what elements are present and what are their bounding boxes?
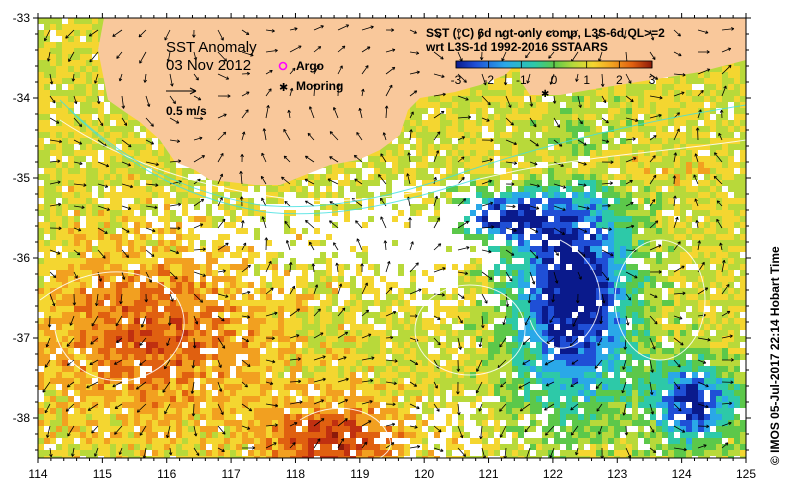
x-tick-label: 123 (607, 467, 627, 481)
y-tick-label: -36 (13, 251, 31, 265)
y-tick-label: -37 (13, 331, 31, 345)
x-tick-label: 125 (736, 467, 756, 481)
x-tick-label: 119 (350, 467, 369, 481)
land-mass (98, 18, 520, 185)
y-tick-label: -35 (13, 171, 31, 185)
map-legend: Argo ✱ Mooring (278, 59, 343, 94)
credit-text: © IMOS 05-Jul-2017 22:14 Hobart Time (768, 246, 782, 465)
surface-current-vectors (42, 24, 735, 458)
x-tick-label: 121 (479, 467, 499, 481)
colorbar-tick-label: 1 (583, 73, 590, 87)
x-tick-label: 120 (414, 467, 434, 481)
x-tick-label: 116 (157, 467, 176, 481)
mooring-site-icon: ✱ (541, 89, 549, 100)
colorbar-tick-label: 0 (551, 73, 558, 87)
colorbar: -3 -2 -1 0 1 2 3 (451, 60, 656, 87)
mooring-marker-icon: ✱ (279, 81, 288, 94)
x-tick-label: 118 (286, 467, 305, 481)
y-axis: -33-34-35-36-37-38 (13, 11, 751, 451)
argo-legend-label: Argo (296, 59, 324, 73)
product-description-line2: wrt L3S-1d 1992-2016 SSTAARS (425, 40, 608, 54)
vector-scale: 0.5 m/s (166, 87, 207, 118)
x-axis: 114 115 116 117 118 119 120 121 122 123 124 125 (28, 13, 756, 481)
mooring-legend-label: Mooring (296, 79, 343, 93)
colorbar-tick-label: -2 (483, 73, 494, 87)
y-tick-label: -38 (13, 411, 31, 425)
plot-frame (37, 17, 747, 459)
colorbar-tick-label: -1 (516, 73, 527, 87)
map-date: 03 Nov 2012 (166, 57, 251, 74)
colorbar-tick-label: 3 (649, 73, 656, 87)
x-tick-label: 114 (28, 467, 47, 481)
sea-level-contours (39, 119, 746, 458)
product-description-line1: SST (°C) 6d ngt-only comp, L3S-6d QL>=2 (426, 26, 665, 40)
y-tick-label: -34 (13, 91, 31, 105)
colorbar-tick-label: -3 (451, 73, 462, 87)
shelf-contours (59, 99, 746, 215)
x-tick-label: 122 (543, 467, 563, 481)
x-tick-label: 124 (672, 467, 692, 481)
vector-scale-label: 0.5 m/s (166, 104, 207, 118)
y-tick-label: -33 (13, 11, 31, 25)
map-title: SST Anomaly (166, 39, 257, 56)
land-mass-east (520, 18, 746, 95)
colorbar-tick-label: 2 (616, 73, 623, 87)
x-tick-label: 117 (222, 467, 241, 481)
argo-marker-icon (278, 61, 288, 71)
x-tick-label: 115 (93, 467, 112, 481)
